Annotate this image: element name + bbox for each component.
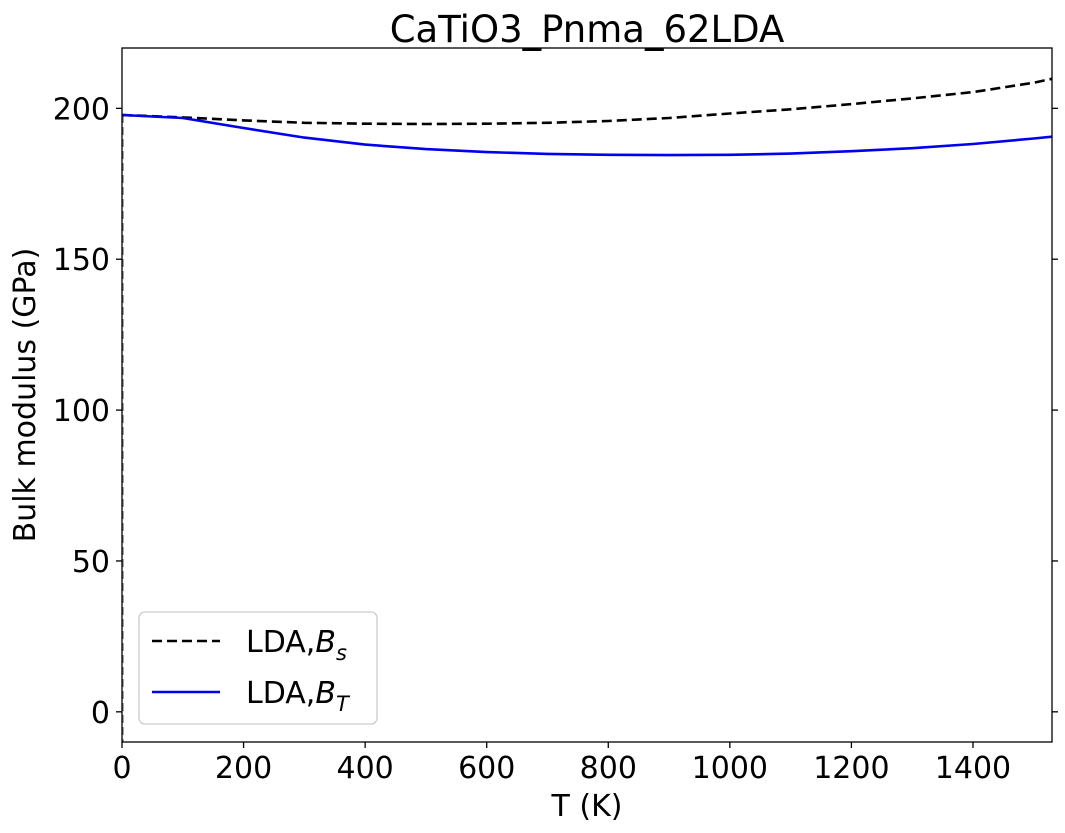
x-axis-ticks: 0 200 400 600 800 1000 1200 1400 [112,742,1011,786]
x-tick-label: 1400 [935,751,1011,786]
y-axis-label: Bulk modulus (GPa) [8,248,43,543]
x-tick-label: 200 [215,751,272,786]
x-tick-label: 1200 [813,751,889,786]
x-axis-label: T (K) [551,789,623,824]
series-line-bs [121,77,1053,126]
y-axis-ticks: 0 50 100 150 200 [53,92,1058,731]
plot-frame [121,47,1053,743]
y-tick-label: 100 [53,394,110,429]
x-tick-label: 0 [112,751,131,786]
chart-title: CaTiO3_Pnma_62LDA [390,8,785,51]
x-tick-label: 1000 [692,751,768,786]
x-tick-label: 400 [337,751,394,786]
y-tick-label: 50 [72,545,110,580]
y-tick-label: 150 [53,243,110,278]
series-layer [121,77,1053,742]
y-tick-label: 0 [91,696,110,731]
legend-entry-bt: LDA,BT [246,676,351,716]
x-tick-label: 800 [580,751,637,786]
legend-entry-bs: LDA,Bs [246,625,347,665]
series-line-bt [121,113,1053,157]
legend: LDA,Bs LDA,BT [138,611,378,725]
x-tick-label: 600 [458,751,515,786]
y-tick-label: 200 [53,92,110,127]
